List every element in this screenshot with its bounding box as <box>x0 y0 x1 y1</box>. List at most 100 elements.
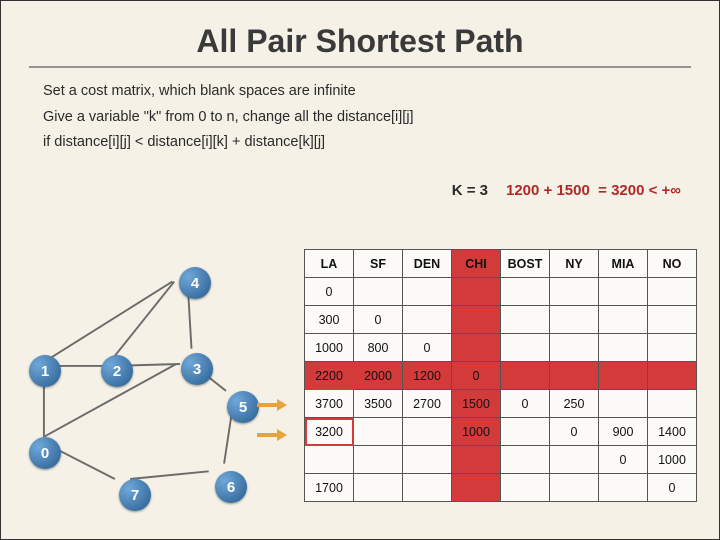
table-cell: 3500 <box>354 390 403 418</box>
table-cell: 0 <box>403 334 452 362</box>
table-row: 01000 <box>305 446 697 474</box>
table-cell <box>599 306 648 334</box>
k-label: K = 3 <box>452 182 488 199</box>
table-cell: 1700 <box>305 474 354 502</box>
table-cell <box>354 418 403 446</box>
table-cell <box>452 306 501 334</box>
table-cell <box>452 278 501 306</box>
table-cell <box>501 306 550 334</box>
table-cell <box>501 362 550 390</box>
table-cell <box>501 418 550 446</box>
table-cell <box>403 278 452 306</box>
table-cell <box>501 334 550 362</box>
table-cell: 1400 <box>648 418 697 446</box>
arrow-icon <box>257 397 287 413</box>
table-cell <box>403 446 452 474</box>
table-row: 3200 1000 09001400 <box>305 418 697 446</box>
table-cell <box>403 418 452 446</box>
table-cell: 800 <box>354 334 403 362</box>
table-cell <box>648 362 697 390</box>
table-cell <box>501 278 550 306</box>
graph-node-1: 1 <box>29 355 61 387</box>
table-header-cell: CHI <box>452 250 501 278</box>
table-cell: 1000 <box>452 418 501 446</box>
table-cell <box>354 278 403 306</box>
table-cell: 2000 <box>354 362 403 390</box>
table-row: 0 <box>305 278 697 306</box>
table-header-cell: NO <box>648 250 697 278</box>
table-cell: 0 <box>648 474 697 502</box>
table-cell <box>599 334 648 362</box>
graph-edge <box>44 282 172 363</box>
page-title: All Pair Shortest Path <box>1 1 719 66</box>
table-cell: 0 <box>305 278 354 306</box>
table-cell: 1000 <box>648 446 697 474</box>
table-cell <box>403 474 452 502</box>
graph-node-2: 2 <box>101 355 133 387</box>
table-cell: 0 <box>452 362 501 390</box>
table-cell <box>648 334 697 362</box>
table-row: 1700 0 <box>305 474 697 502</box>
graph-edge <box>130 471 209 479</box>
description-line-1: Set a cost matrix, which blank spaces ar… <box>1 82 719 108</box>
graph-node-4: 4 <box>179 267 211 299</box>
table-cell <box>648 278 697 306</box>
table-cell <box>403 306 452 334</box>
graph-edge <box>113 282 174 359</box>
graph-node-7: 7 <box>119 479 151 511</box>
table-header-cell: SF <box>354 250 403 278</box>
table-header-cell: MIA <box>599 250 648 278</box>
graph-node-3: 3 <box>181 353 213 385</box>
table-body: 0300010008000220020001200037003500270015… <box>305 278 697 502</box>
table-cell: 3700 <box>305 390 354 418</box>
table-cell: 2200 <box>305 362 354 390</box>
table-cell: 250 <box>550 390 599 418</box>
table-cell <box>550 474 599 502</box>
table-cell: 300 <box>305 306 354 334</box>
graph-node-5: 5 <box>227 391 259 423</box>
table-cell <box>550 334 599 362</box>
table-cell <box>452 446 501 474</box>
table-cell <box>599 474 648 502</box>
description-line-2: Give a variable "k" from 0 to n, change … <box>1 108 719 134</box>
table-cell <box>648 390 697 418</box>
k-equation-line: K = 3 1200 + 1500 = 3200 < +∞ <box>1 159 719 205</box>
table-cell <box>354 446 403 474</box>
arrow-icon <box>257 427 287 443</box>
table-cell <box>599 278 648 306</box>
table-cell: 0 <box>599 446 648 474</box>
table-cell: 0 <box>354 306 403 334</box>
table-cell <box>501 446 550 474</box>
graph-node-6: 6 <box>215 471 247 503</box>
table-cell <box>305 446 354 474</box>
table-cell <box>550 306 599 334</box>
equation: 1200 + 1500 = 3200 < +∞ <box>506 182 681 199</box>
graph-node-0: 0 <box>29 437 61 469</box>
table-header-cell: LA <box>305 250 354 278</box>
graph: 41235076 <box>19 249 249 509</box>
table-cell <box>354 474 403 502</box>
table-row: 10008000 <box>305 334 697 362</box>
table-cell <box>550 362 599 390</box>
cost-matrix-table: LASFDENCHIBOSTNYMIANO 030001000800022002… <box>304 249 697 502</box>
table-cell: 1000 <box>305 334 354 362</box>
table-cell: 900 <box>599 418 648 446</box>
main-area: 41235076 LASFDENCHIBOSTNYMIANO 030001000… <box>1 249 719 529</box>
table-row: 37003500270015000250 <box>305 390 697 418</box>
table-cell <box>550 446 599 474</box>
table-cell <box>599 390 648 418</box>
table-cell <box>452 334 501 362</box>
table-cell <box>648 306 697 334</box>
table-cell: 1500 <box>452 390 501 418</box>
table-cell: 0 <box>550 418 599 446</box>
table-cell: 3200 <box>305 418 354 446</box>
table-row: 2200200012000 <box>305 362 697 390</box>
table-header-cell: BOST <box>501 250 550 278</box>
table-cell <box>599 362 648 390</box>
description-line-3: if distance[i][j] < distance[i][k] + dis… <box>1 133 719 159</box>
table-header-cell: NY <box>550 250 599 278</box>
table-row: 3000 <box>305 306 697 334</box>
title-divider <box>29 66 691 68</box>
table-header-cell: DEN <box>403 250 452 278</box>
table-cell: 2700 <box>403 390 452 418</box>
